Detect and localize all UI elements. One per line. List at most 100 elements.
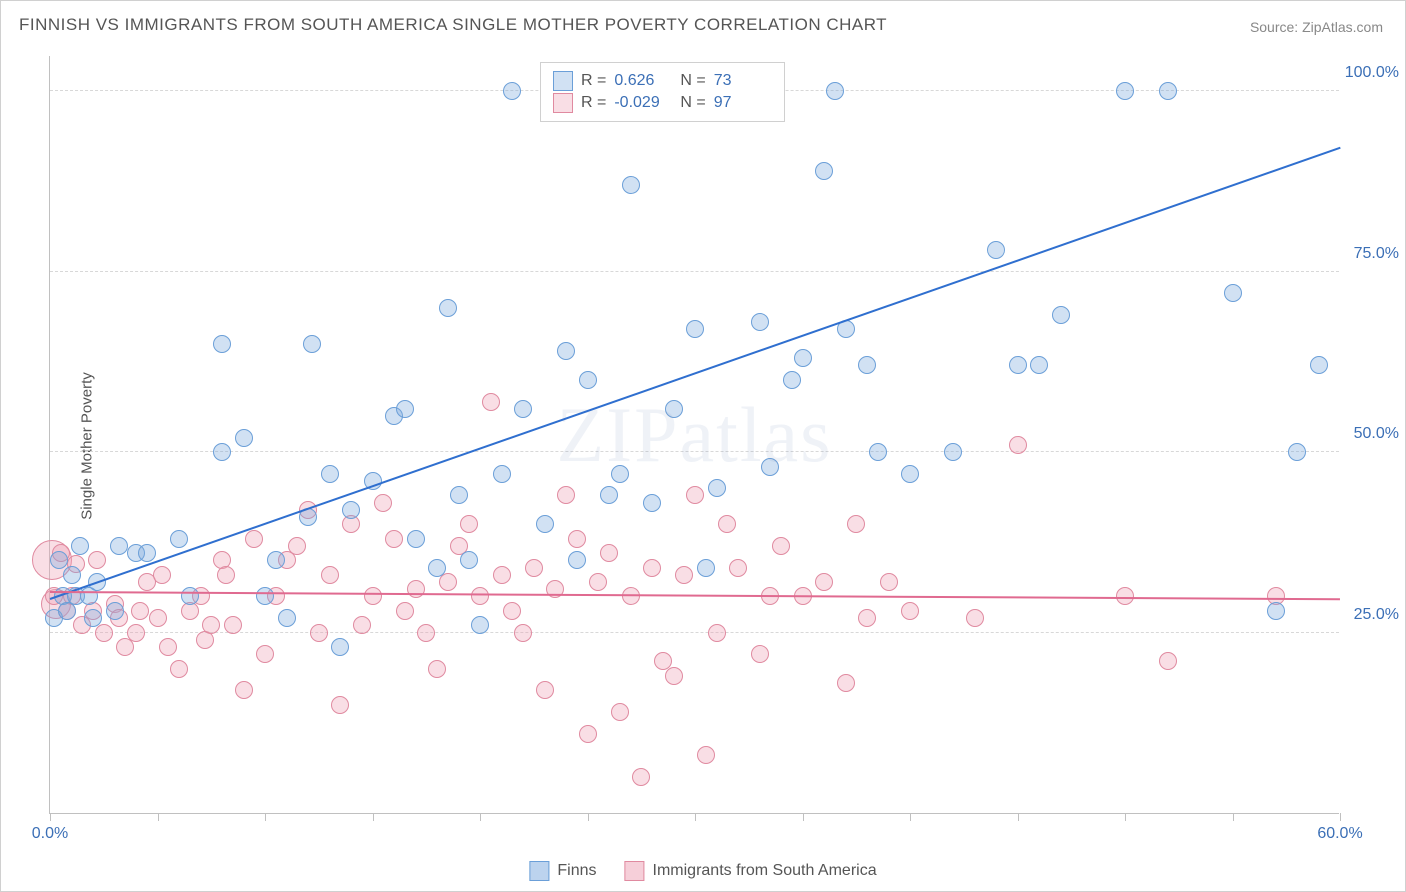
scatter-point xyxy=(331,696,349,714)
x-tick xyxy=(480,813,481,821)
scatter-point xyxy=(858,356,876,374)
scatter-point xyxy=(751,313,769,331)
regression-line xyxy=(50,591,1340,600)
scatter-point xyxy=(815,162,833,180)
x-tick xyxy=(50,813,51,821)
scatter-point xyxy=(847,515,865,533)
scatter-point xyxy=(708,624,726,642)
scatter-point xyxy=(1030,356,1048,374)
scatter-point xyxy=(901,602,919,620)
scatter-point xyxy=(149,609,167,627)
scatter-point xyxy=(256,645,274,663)
scatter-point xyxy=(181,587,199,605)
scatter-point xyxy=(514,400,532,418)
legend-swatch-icon xyxy=(625,861,645,881)
scatter-point xyxy=(1009,436,1027,454)
scatter-point xyxy=(374,494,392,512)
scatter-point xyxy=(170,530,188,548)
scatter-point xyxy=(110,537,128,555)
scatter-point xyxy=(138,544,156,562)
scatter-point xyxy=(869,443,887,461)
scatter-point xyxy=(514,624,532,642)
x-tick xyxy=(373,813,374,821)
x-tick xyxy=(910,813,911,821)
scatter-point xyxy=(579,371,597,389)
scatter-point xyxy=(600,486,618,504)
scatter-point xyxy=(686,320,704,338)
scatter-point xyxy=(407,530,425,548)
scatter-point xyxy=(235,681,253,699)
gridline xyxy=(50,271,1339,272)
scatter-point xyxy=(665,667,683,685)
scatter-point xyxy=(880,573,898,591)
scatter-point xyxy=(342,501,360,519)
scatter-point xyxy=(213,443,231,461)
scatter-point xyxy=(600,544,618,562)
scatter-point xyxy=(568,551,586,569)
y-tick-label: 100.0% xyxy=(1345,64,1399,82)
scatter-point xyxy=(471,587,489,605)
scatter-point xyxy=(837,674,855,692)
source-label: Source: ZipAtlas.com xyxy=(1250,19,1383,35)
scatter-point xyxy=(826,82,844,100)
scatter-point xyxy=(815,573,833,591)
scatter-point xyxy=(353,616,371,634)
scatter-point xyxy=(396,602,414,620)
scatter-point xyxy=(1224,284,1242,302)
scatter-point xyxy=(460,551,478,569)
x-tick xyxy=(158,813,159,821)
scatter-point xyxy=(159,638,177,656)
scatter-point xyxy=(439,299,457,317)
x-tick-label: 0.0% xyxy=(32,825,68,843)
scatter-point xyxy=(321,566,339,584)
scatter-point xyxy=(729,559,747,577)
gridline xyxy=(50,451,1339,452)
scatter-point xyxy=(1267,602,1285,620)
legend-stats: R = 0.626 N = 73 R = -0.029 N = 97 xyxy=(540,62,785,122)
scatter-point xyxy=(794,349,812,367)
scatter-point xyxy=(622,587,640,605)
legend-label: Finns xyxy=(557,862,596,880)
x-tick xyxy=(1340,813,1341,821)
legend-item-finns: Finns xyxy=(529,861,596,881)
y-tick-label: 75.0% xyxy=(1354,245,1399,263)
scatter-point xyxy=(321,465,339,483)
scatter-point xyxy=(417,624,435,642)
legend-bottom: Finns Immigrants from South America xyxy=(529,861,876,881)
scatter-point xyxy=(643,559,661,577)
n-label: N = xyxy=(680,72,705,90)
scatter-point xyxy=(439,573,457,591)
scatter-point xyxy=(235,429,253,447)
scatter-point xyxy=(697,559,715,577)
scatter-point xyxy=(493,566,511,584)
x-tick xyxy=(588,813,589,821)
scatter-point xyxy=(331,638,349,656)
scatter-point xyxy=(428,559,446,577)
scatter-point xyxy=(557,342,575,360)
scatter-point xyxy=(482,393,500,411)
scatter-point xyxy=(396,400,414,418)
scatter-point xyxy=(632,768,650,786)
scatter-point xyxy=(536,681,554,699)
scatter-point xyxy=(1159,652,1177,670)
scatter-point xyxy=(751,645,769,663)
scatter-point xyxy=(718,515,736,533)
legend-label: Immigrants from South America xyxy=(653,862,877,880)
chart-title: FINNISH VS IMMIGRANTS FROM SOUTH AMERICA… xyxy=(19,15,887,35)
scatter-point xyxy=(503,602,521,620)
n-value-immigrants: 97 xyxy=(714,94,772,112)
watermark: ZIPatlas xyxy=(557,390,833,480)
scatter-point xyxy=(686,486,704,504)
scatter-point xyxy=(568,530,586,548)
gridline xyxy=(50,632,1339,633)
scatter-point xyxy=(202,616,220,634)
scatter-point xyxy=(987,241,1005,259)
scatter-point xyxy=(966,609,984,627)
scatter-point xyxy=(493,465,511,483)
scatter-point xyxy=(503,82,521,100)
scatter-point xyxy=(267,551,285,569)
x-tick xyxy=(1233,813,1234,821)
scatter-point xyxy=(288,537,306,555)
y-tick-label: 25.0% xyxy=(1354,606,1399,624)
scatter-point xyxy=(71,537,89,555)
